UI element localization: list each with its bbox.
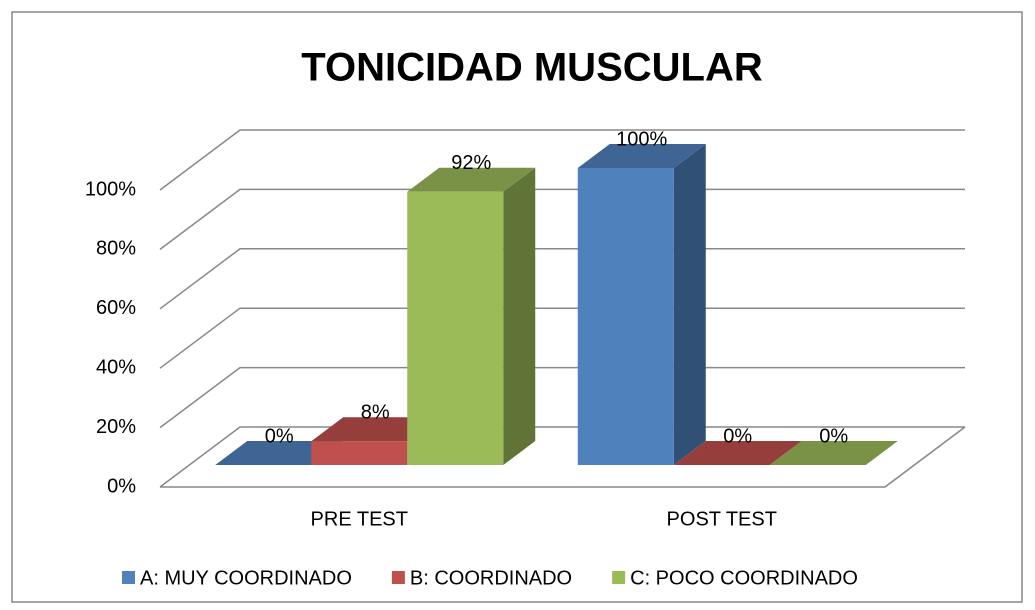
legend-label: B: COORDINADO	[410, 567, 572, 589]
legend-swatch	[391, 571, 405, 584]
legend-label: C: POCO COORDINADO	[630, 567, 858, 589]
x-tick-label: POST TEST	[667, 508, 777, 530]
x-tick-label: PRE TEST	[311, 508, 408, 530]
grid-line	[159, 307, 965, 369]
grid-line	[159, 188, 965, 250]
y-tick-label: 40%	[96, 356, 136, 378]
bar-side	[503, 167, 536, 465]
legend-swatch	[122, 571, 135, 584]
legend-swatch	[612, 571, 626, 584]
grid-line	[159, 366, 965, 429]
grid-line	[159, 248, 965, 310]
bar	[577, 144, 706, 465]
value-label: 0%	[265, 425, 294, 447]
y-tick-label: 20%	[96, 416, 136, 438]
bar	[407, 167, 536, 465]
bar-side	[673, 144, 706, 465]
floor-edge	[160, 426, 966, 488]
y-tick-label: 0%	[107, 475, 136, 497]
y-tick-label: 80%	[96, 238, 136, 260]
bar	[673, 441, 802, 465]
bar-front	[407, 191, 504, 465]
value-label: 100%	[616, 128, 667, 150]
bar-top	[673, 441, 802, 465]
grid-line	[159, 426, 965, 488]
bar-front	[311, 441, 408, 465]
bar	[769, 441, 898, 465]
value-label: 0%	[723, 425, 752, 447]
grid-line	[159, 129, 965, 191]
bar-front	[577, 168, 674, 465]
chart-title: TONICIDAD MUSCULAR	[301, 46, 763, 90]
value-label: 8%	[361, 402, 390, 424]
value-label: 92%	[451, 152, 491, 174]
y-tick-label: 60%	[96, 297, 136, 319]
legend-label: A: MUY COORDINADO	[140, 567, 352, 589]
value-label: 0%	[819, 425, 848, 447]
bar-top	[769, 441, 898, 465]
bar-top	[407, 167, 536, 192]
y-tick-label: 100%	[85, 178, 136, 200]
bar-top	[577, 144, 706, 168]
